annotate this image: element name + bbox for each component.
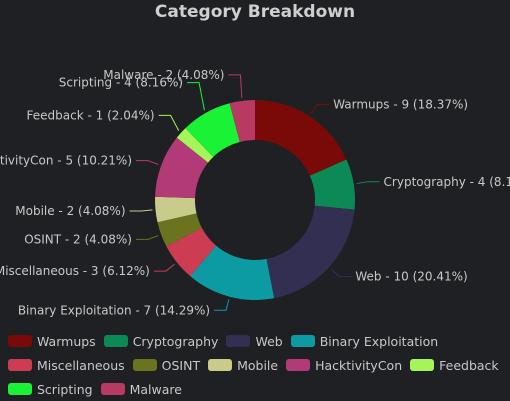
data-label-web: Web - 10 (20.41%) [355,270,467,284]
data-label-feedback: Feedback - 1 (2.04%) [27,108,155,122]
legend-item-osint[interactable]: OSINT [132,357,201,373]
legend-label: Scripting [37,381,93,397]
chart-legend: Warmups Cryptography Web Binary Exploitatio… [8,329,508,401]
legend-swatch [8,335,32,347]
legend-item-cryptography[interactable]: Cryptography [103,333,219,349]
legend-swatch [226,335,251,347]
legend-label: Binary Exploitation [319,333,439,349]
slice-cryptography[interactable] [309,159,355,210]
slice-miscellaneous[interactable] [166,227,217,277]
slice-osint[interactable] [157,213,202,247]
legend-label: HacktivityCon [315,357,403,373]
legend-item-feedback[interactable]: Feedback [410,358,499,373]
leader-line-miscellaneous [153,263,175,272]
legend-row: Scripting Malware [8,377,508,401]
slice-malware[interactable] [229,100,255,142]
legend-swatch [103,335,128,347]
legend-item-malware[interactable]: Malware [100,381,182,397]
legend-swatch [410,359,435,371]
data-label-scripting: Scripting - 4 (8.16%) [59,76,183,90]
legend-item-scripting[interactable]: Scripting [8,382,93,397]
leader-line-osint [136,235,159,240]
slice-mobile[interactable] [155,196,197,223]
legend-label: Miscellaneous [37,357,125,373]
legend-item-web[interactable]: Web [226,333,283,349]
slice-warmups[interactable] [255,100,347,176]
legend-swatch [8,359,32,371]
legend-item-binary-exploitation[interactable]: Binary Exploitation [290,333,439,349]
leader-line-web [330,268,352,278]
legend-label: OSINT [161,357,201,373]
legend-swatch [208,359,233,371]
data-label-binary-exploitation: Binary Exploitation - 7 (14.29%) [18,303,210,317]
data-label-malware: Malware - 2 (4.08%) [103,68,224,82]
chart-title: Category Breakdown [154,2,356,22]
slice-scripting[interactable] [185,103,240,157]
legend-label: Mobile [237,357,279,373]
leader-line-binary-exploitation [214,299,230,311]
leader-line-scripting [187,82,205,111]
slice-hacktivitycon[interactable] [155,137,209,199]
leader-line-malware [228,74,243,98]
data-label-hacktivitycon: HacktivityCon - 5 (10.21%) [0,154,132,168]
legend-item-mobile[interactable]: Mobile [208,358,278,373]
donut-chart: Warmups - 9 (18.37%) Cryptography - 4 (8.… [0,68,510,317]
leader-line-warmups [310,103,330,114]
legend-label: Cryptography [132,333,219,349]
slice-binary-exploitation[interactable] [190,245,275,301]
legend-label: Malware [129,381,182,397]
leader-line-feedback [158,114,180,131]
leader-line-hacktivitycon [136,160,159,165]
legend-item-warmups[interactable]: Warmups [8,334,96,349]
data-label-mobile: Mobile - 2 (4.08%) [15,204,125,218]
data-label-osint: OSINT - 2 (4.08%) [24,232,132,246]
legend-item-hacktivitycon[interactable]: HacktivityCon [286,358,402,373]
slice-web[interactable] [266,205,355,299]
data-label-warmups: Warmups - 9 (18.37%) [333,97,468,111]
legend-item-miscellaneous[interactable]: Miscellaneous [8,358,125,373]
legend-label: Warmups [37,333,96,349]
legend-swatch [8,383,32,395]
data-label-miscellaneous: Miscellaneous - 3 (6.12%) [0,264,150,278]
legend-swatch [290,335,315,347]
legend-swatch [132,359,157,371]
slice-feedback[interactable] [176,128,214,163]
leader-line-cryptography [356,181,380,185]
leader-line-mobile [129,209,153,212]
legend-label: Web [255,333,283,349]
legend-swatch [286,359,311,371]
legend-row: Miscellaneous OSINT Mobile HacktivityCon Fee… [8,353,508,377]
data-label-cryptography: Cryptography - 4 (8.16%) [384,175,510,189]
legend-swatch [100,383,125,395]
legend-label: Feedback [439,357,499,373]
legend-row: Warmups Cryptography Web Binary Exploitatio… [8,329,508,353]
